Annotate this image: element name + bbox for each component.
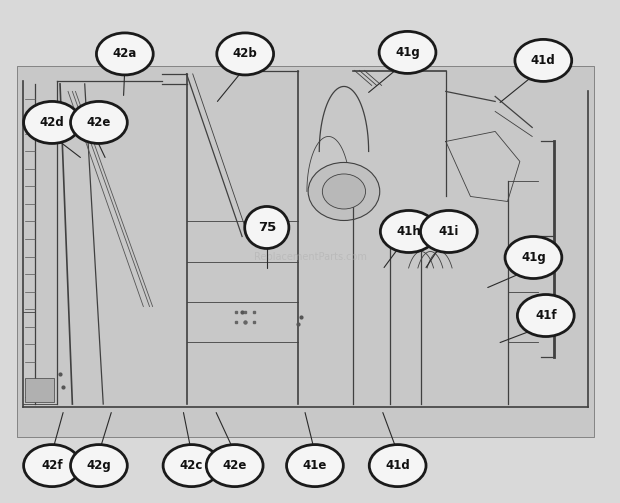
Circle shape — [308, 162, 379, 220]
Ellipse shape — [206, 445, 263, 486]
Ellipse shape — [505, 236, 562, 279]
Text: 41d: 41d — [385, 459, 410, 472]
Ellipse shape — [379, 31, 436, 73]
Ellipse shape — [515, 39, 572, 81]
Text: 41g: 41g — [395, 46, 420, 59]
Text: 42e: 42e — [87, 116, 111, 129]
Text: 41h: 41h — [396, 225, 421, 238]
Text: 41e: 41e — [303, 459, 327, 472]
FancyBboxPatch shape — [17, 66, 594, 437]
Text: 42b: 42b — [233, 47, 257, 60]
Ellipse shape — [517, 295, 574, 337]
Ellipse shape — [420, 210, 477, 253]
Text: 42c: 42c — [180, 459, 203, 472]
Ellipse shape — [380, 210, 437, 253]
FancyBboxPatch shape — [25, 378, 55, 401]
Ellipse shape — [97, 33, 153, 75]
Text: 41d: 41d — [531, 54, 556, 67]
Ellipse shape — [286, 445, 343, 486]
Ellipse shape — [24, 445, 81, 486]
Circle shape — [322, 174, 366, 209]
Ellipse shape — [370, 445, 426, 486]
Text: 42e: 42e — [223, 459, 247, 472]
Ellipse shape — [163, 445, 220, 486]
Text: ReplacementParts.com: ReplacementParts.com — [254, 252, 366, 262]
Ellipse shape — [245, 206, 289, 248]
Text: 42f: 42f — [41, 459, 63, 472]
Ellipse shape — [217, 33, 273, 75]
Text: 42g: 42g — [87, 459, 111, 472]
Text: 42d: 42d — [40, 116, 64, 129]
Ellipse shape — [71, 445, 127, 486]
Ellipse shape — [71, 102, 127, 143]
Text: 41g: 41g — [521, 251, 546, 264]
Text: 41f: 41f — [535, 309, 557, 322]
Text: 75: 75 — [258, 221, 276, 234]
Text: 41i: 41i — [439, 225, 459, 238]
Ellipse shape — [24, 102, 81, 143]
Text: 42a: 42a — [113, 47, 137, 60]
